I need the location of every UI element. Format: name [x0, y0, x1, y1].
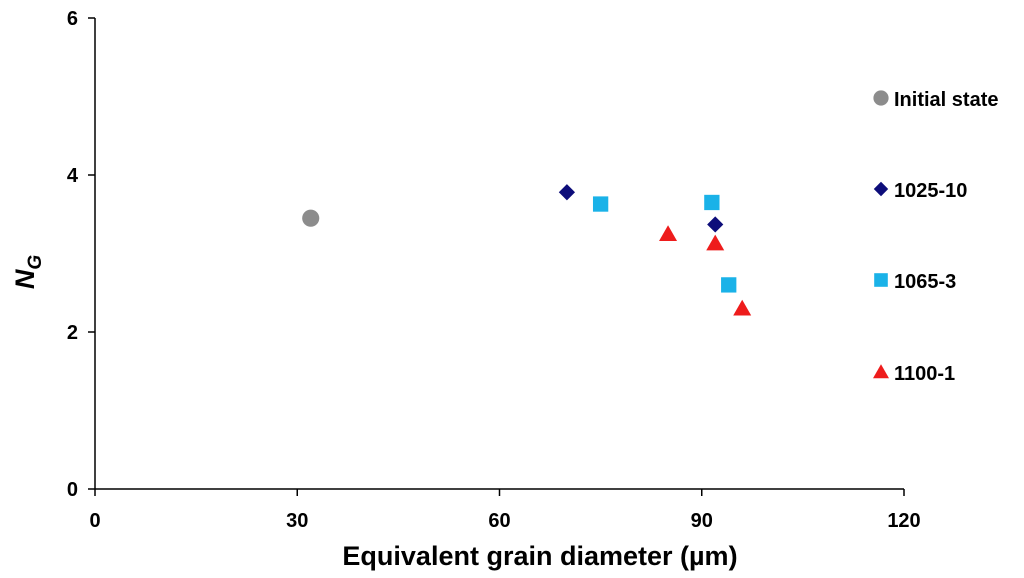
data-point-diamond	[707, 216, 724, 233]
legend: Initial state 1025-10 1065-3 1100-1	[873, 89, 998, 385]
x-axis-title: Equivalent grain diameter (µm)	[342, 541, 737, 571]
data-markers	[302, 184, 752, 316]
data-point-triangle	[733, 299, 752, 316]
y-tick-label: 0	[67, 479, 78, 501]
y-axis-title-subscript: G	[25, 255, 46, 270]
y-axis-title-main: N	[10, 269, 40, 289]
data-point-square	[704, 194, 720, 211]
y-tick-label: 4	[67, 165, 79, 187]
data-point-square	[721, 277, 737, 293]
x-tick-label: 90	[691, 510, 713, 532]
ticks: 0 30 60 90 120 0 2 4 6	[67, 8, 921, 532]
legend-marker-diamond	[873, 181, 889, 197]
x-tick-label: 0	[89, 510, 100, 532]
x-tick-label: 30	[286, 510, 308, 532]
legend-label: Initial state	[894, 89, 998, 111]
legend-label: 1100-1	[894, 363, 955, 385]
data-point-square	[592, 196, 609, 212]
legend-label: 1065-3	[894, 271, 956, 293]
legend-label: 1025-10	[894, 180, 967, 202]
axes	[94, 18, 904, 490]
x-tick-label: 120	[887, 510, 920, 532]
legend-marker-square	[874, 273, 888, 287]
y-tick-label: 6	[67, 8, 78, 30]
legend-marker-circle	[873, 90, 889, 106]
data-point-triangle	[706, 234, 725, 251]
x-tick-label: 60	[488, 510, 510, 532]
data-point-diamond	[558, 184, 576, 201]
y-axis-title: NG	[10, 255, 46, 290]
data-point-circle	[302, 209, 320, 227]
legend-marker-triangle	[873, 364, 889, 379]
data-point-triangle	[659, 225, 678, 241]
y-tick-label: 2	[67, 322, 78, 344]
